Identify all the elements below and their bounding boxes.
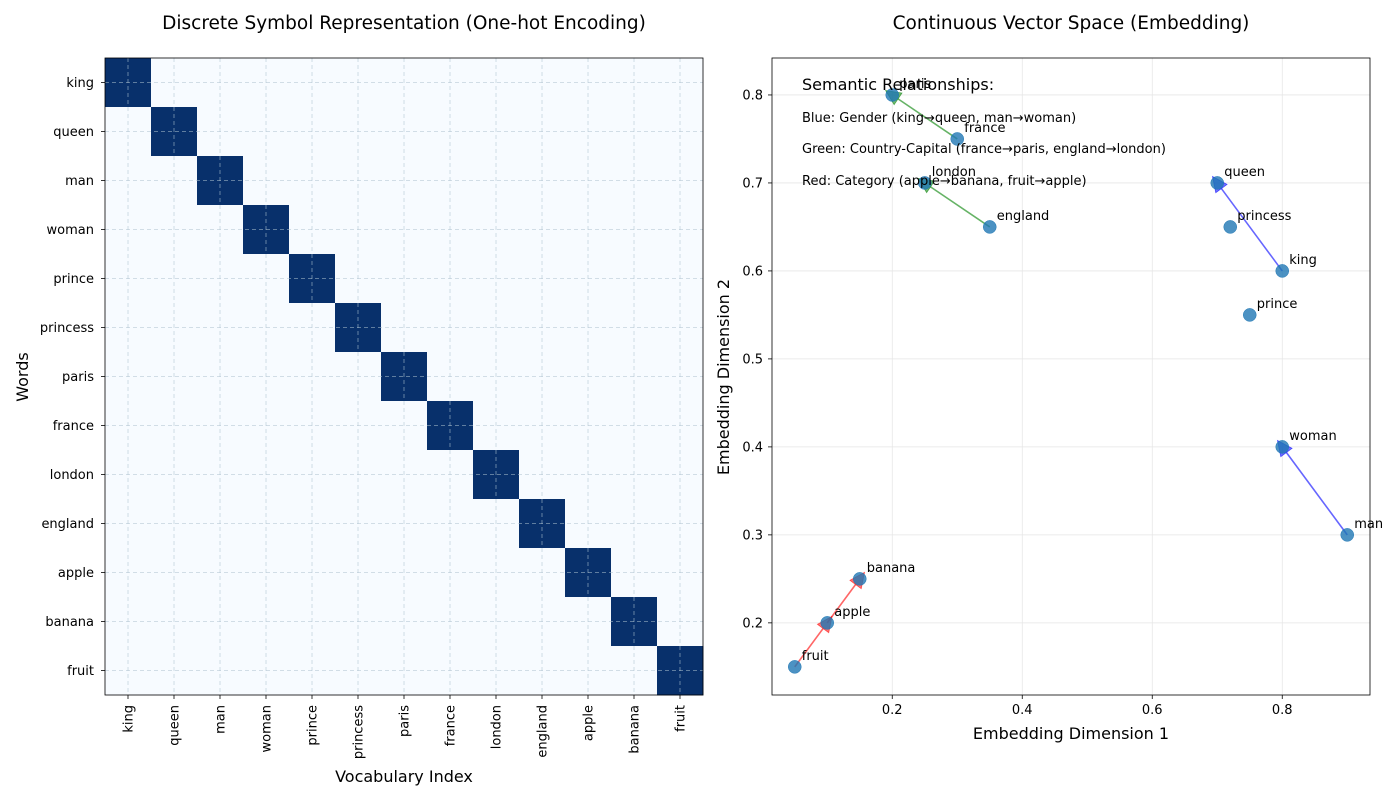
legend-line-gender: Blue: Gender (king→queen, man→woman) [802, 111, 1076, 126]
heatmap-ytick-england: england [41, 517, 94, 532]
scatter-ytick-label: 0.7 [742, 176, 763, 191]
heatmap-grid [105, 58, 703, 695]
scatter-ytick-label: 0.6 [742, 264, 763, 279]
heatmap-title: Discrete Symbol Representation (One-hot … [162, 13, 646, 34]
semantic-legend: Semantic Relationships: Blue: Gender (ki… [802, 75, 1166, 189]
scatter-ytick-label: 0.8 [742, 88, 763, 103]
scatter-label-man: man [1354, 517, 1383, 532]
scatter-point-banana [853, 572, 867, 586]
heatmap-ytick-princess: princess [40, 321, 94, 336]
heatmap-ytick-woman: woman [47, 223, 94, 238]
scatter-point-prince [1243, 308, 1257, 322]
scatter-label-france: france [964, 121, 1005, 136]
heatmap-ytick-man: man [65, 174, 94, 189]
heatmap-xtick-queen: queen [168, 705, 183, 746]
scatter-label-england: england [997, 209, 1050, 224]
heatmap-ylabel: Words [13, 352, 32, 401]
scatter-point-man [1340, 528, 1354, 542]
scatter-label-prince: prince [1257, 297, 1298, 312]
heatmap-ytick-paris: paris [62, 370, 94, 385]
heatmap-ytick-fruit: fruit [67, 664, 94, 679]
heatmap-xtick-france: france [444, 705, 459, 746]
scatter-panel: Continuous Vector Space (Embedding) king… [714, 13, 1383, 743]
scatter-ylabel: Embedding Dimension 2 [714, 279, 733, 475]
scatter-point-labels: king queen man woman prince princess paris fran… [802, 77, 1383, 664]
heatmap-ytick-prince: prince [53, 272, 94, 287]
scatter-label-london: london [932, 165, 976, 180]
arrow-shaft [897, 98, 958, 140]
scatter-y-ticks: 0.2 0.3 0.4 0.5 0.6 0.7 0.8 [742, 88, 772, 631]
heatmap-ytick-france: france [53, 419, 94, 434]
arrow-shaft [1285, 452, 1348, 536]
scatter-grid [772, 58, 1370, 695]
scatter-ytick-label: 0.5 [742, 352, 763, 367]
scatter-xtick-label: 0.4 [1012, 703, 1033, 718]
heatmap-panel: Discrete Symbol Representation (One-hot … [13, 13, 704, 786]
scatter-point-fruit [788, 660, 802, 674]
heatmap-y-ticks: king queen man woman prince princess paris fran… [40, 76, 105, 679]
arrow-shaft [794, 628, 824, 668]
scatter-ytick-label: 0.3 [742, 528, 763, 543]
scatter-label-banana: banana [867, 561, 916, 576]
scatter-point-apple [820, 616, 834, 630]
heatmap-ytick-banana: banana [45, 615, 94, 630]
scatter-point-princess [1223, 220, 1237, 234]
heatmap-ytick-king: king [66, 76, 94, 91]
heatmap-xtick-fruit: fruit [674, 705, 689, 732]
heatmap-xtick-princess: princess [352, 705, 367, 759]
arrow-shaft [930, 186, 991, 228]
heatmap-xtick-apple: apple [582, 705, 597, 741]
scatter-xtick-label: 0.2 [882, 703, 903, 718]
heatmap-xtick-england: england [536, 705, 551, 758]
heatmap-xtick-woman: woman [260, 705, 275, 752]
scatter-frame [771, 57, 1371, 696]
legend-line-country-capital: Green: Country-Capital (france→paris, en… [802, 142, 1166, 157]
heatmap-xtick-prince: prince [306, 705, 321, 746]
scatter-label-apple: apple [834, 605, 870, 620]
scatter-point-queen [1210, 176, 1224, 190]
heatmap-ytick-queen: queen [53, 125, 94, 140]
scatter-label-paris: paris [899, 77, 931, 92]
scatter-label-fruit: fruit [802, 649, 829, 664]
scatter-point-england [983, 220, 997, 234]
legend-heading: Semantic Relationships: [802, 75, 994, 94]
heatmap-x-ticks: king queen man woman prince princess paris fran… [122, 695, 689, 759]
scatter-point-france [950, 132, 964, 146]
scatter-xlabel: Embedding Dimension 1 [973, 724, 1169, 743]
scatter-label-princess: princess [1237, 209, 1291, 224]
heatmap-xtick-man: man [214, 705, 229, 734]
scatter-label-queen: queen [1224, 165, 1265, 180]
heatmap-ytick-apple: apple [58, 566, 94, 581]
scatter-xtick-label: 0.6 [1142, 703, 1163, 718]
scatter-points [788, 88, 1354, 674]
scatter-title: Continuous Vector Space (Embedding) [893, 13, 1250, 34]
scatter-label-woman: woman [1289, 429, 1336, 444]
scatter-label-king: king [1289, 253, 1317, 268]
arrow-man-to-woman [1276, 439, 1348, 536]
heatmap-ytick-london: london [50, 468, 94, 483]
heatmap-xtick-king: king [122, 705, 137, 733]
heatmap-xtick-london: london [490, 705, 505, 749]
arrow-shaft [1220, 188, 1283, 272]
scatter-point-king [1275, 264, 1289, 278]
heatmap-xtick-paris: paris [398, 705, 413, 737]
scatter-x-ticks: 0.2 0.4 0.6 0.8 [882, 695, 1293, 718]
scatter-point-woman [1275, 440, 1289, 454]
scatter-point-paris [885, 88, 899, 102]
scatter-point-london [918, 176, 932, 190]
scatter-ytick-label: 0.4 [742, 440, 763, 455]
scatter-ytick-label: 0.2 [742, 616, 763, 631]
heatmap-xtick-banana: banana [628, 705, 643, 754]
heatmap-xlabel: Vocabulary Index [335, 767, 473, 786]
scatter-xtick-label: 0.8 [1272, 703, 1293, 718]
legend-line-category: Red: Category (apple→banana, fruit→apple… [802, 174, 1087, 189]
